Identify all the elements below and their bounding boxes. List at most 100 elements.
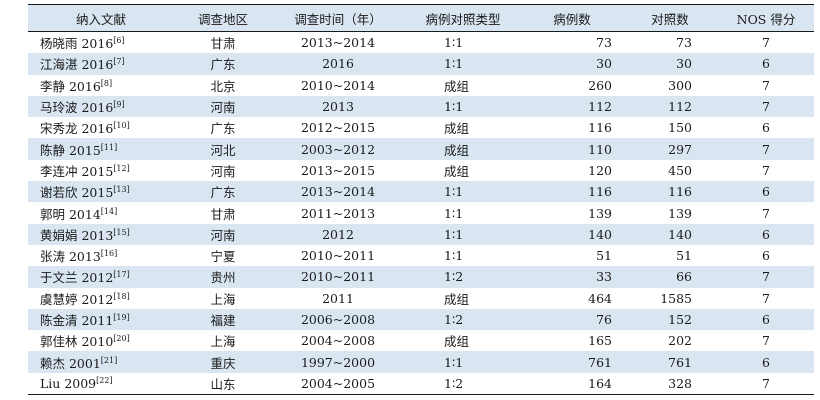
control-count-cell: 328: [622, 372, 718, 396]
survey-time-cell: 1997~2000: [300, 354, 376, 370]
case-count-cell: 110: [588, 141, 612, 157]
region-cell: 广东: [210, 121, 236, 137]
survey-time-cell: 2004~2008: [300, 333, 376, 349]
nos-score-cell: 6: [762, 184, 770, 200]
case-count-cell: 33: [596, 269, 612, 285]
reference-number: [8]: [100, 78, 113, 88]
nos-score-cell: 6: [762, 226, 770, 242]
nos-score-cell: 7: [762, 35, 770, 51]
author-year-cell: 于文兰 2012[17]: [28, 266, 174, 287]
survey-time-cell: 2004~2005: [272, 372, 404, 396]
table-row: 李连冲 2015[12] 河南 2013~2015 成组 120 450 7: [28, 160, 814, 181]
nos-score-cell: 7: [718, 372, 814, 396]
control-type-cell: 1∶2: [444, 269, 464, 285]
case-count-cell: 112: [588, 99, 612, 115]
nos-score-cell: 6: [762, 312, 770, 327]
region-cell: 上海: [210, 334, 236, 350]
control-type-cell: 1∶1: [444, 99, 464, 115]
control-count-cell: 150: [668, 120, 692, 136]
author-year-cell: 马玲波 2016[9]: [28, 96, 174, 117]
region-cell: 河南: [210, 100, 236, 116]
control-type-cell: 1∶1: [444, 35, 464, 51]
control-count-cell: 202: [668, 333, 692, 349]
survey-time-cell: 2011~2013: [300, 205, 376, 221]
case-count-cell: 116: [588, 184, 612, 200]
author-year-text: 郭明 2014: [40, 206, 101, 222]
reference-number: [17]: [113, 270, 130, 280]
case-count-cell: 260: [588, 77, 612, 93]
control-count-cell: 1585: [660, 290, 692, 306]
control-count-cell: 112: [668, 99, 692, 115]
control-count-cell: 139: [668, 205, 692, 221]
survey-time-cell: 2010~2011: [300, 269, 376, 285]
table-row: 李静 2016[8] 北京 2010~2014 成组 260 300 7: [28, 75, 814, 96]
region-cell: 广东: [210, 185, 236, 201]
nos-score-cell: 6: [762, 56, 770, 72]
region-cell: 北京: [210, 78, 236, 94]
region-cell: 宁夏: [210, 249, 236, 265]
control-type-cell: 成组: [444, 334, 470, 350]
region-cell: 山东: [174, 372, 272, 396]
survey-time-cell: 2012~2015: [300, 120, 376, 136]
control-type-cell: 成组: [444, 291, 470, 307]
case-count-cell: 761: [588, 354, 612, 370]
case-count-cell: 73: [596, 35, 612, 51]
author-year-cell: 虞慧婷 2012[18]: [28, 288, 174, 309]
author-year-cell: 杨晓雨 2016[6]: [28, 32, 174, 54]
author-year-cell: 江海湛 2016[7]: [28, 53, 174, 74]
survey-time-cell: 2003~2012: [300, 141, 376, 157]
study-characteristics-table-wrapper: 纳入文献 调查地区 调查时间（年） 病例对照类型 病例数 对照数 NOS 得分 …: [28, 4, 814, 396]
region-cell: 甘肃: [210, 36, 236, 52]
nos-score-cell: 7: [762, 162, 770, 178]
reference-number: [7]: [113, 57, 125, 67]
control-count-cell: 51: [676, 248, 692, 264]
author-year-text: 李连冲 2015: [40, 163, 114, 179]
control-type-cell: 1∶1: [444, 184, 464, 200]
control-type-cell: 1∶1: [444, 226, 464, 242]
table-row: 谢若欣 2015[13] 广东 2013~2014 1∶1 116 116 6: [28, 181, 814, 203]
header-nos: NOS 得分: [718, 4, 814, 32]
survey-time-cell: 2013~2014: [300, 35, 376, 51]
region-cell: 福建: [210, 313, 236, 328]
table-row: 马玲波 2016[9] 河南 2013 1∶1 112 112 7: [28, 95, 814, 118]
author-year-text: 郭佳林 2010: [40, 334, 114, 350]
author-year-cell: 黄娟娟 2013[15]: [28, 224, 174, 245]
control-count-cell: 73: [676, 35, 692, 51]
author-year-text: 黄娟娟 2013: [40, 227, 114, 243]
control-type-cell: 成组: [444, 121, 470, 137]
case-count-cell: 30: [596, 56, 612, 72]
author-year-cell: 李静 2016[8]: [28, 75, 174, 96]
reference-number: [18]: [113, 291, 130, 301]
nos-score-cell: 7: [762, 99, 770, 115]
table-row: 郭佳林 2010[20] 上海 2004~2008 成组 165 202 7: [28, 330, 814, 351]
table-row: 郭明 2014[14] 甘肃 2011~2013 1∶1 139 139 7: [28, 202, 814, 223]
case-count-cell: 51: [596, 248, 612, 264]
survey-time-cell: 2012: [322, 226, 354, 242]
author-year-cell: 张涛 2013[16]: [28, 245, 174, 266]
control-type-cell: 成组: [444, 142, 470, 158]
author-year-cell: Liu 2009[22]: [28, 372, 174, 396]
control-type-cell: 1∶1: [444, 248, 464, 264]
region-cell: 甘肃: [210, 206, 236, 222]
survey-time-cell: 2013~2015: [300, 162, 376, 178]
survey-time-cell: 2013: [322, 99, 354, 115]
author-year-text: 陈金清 2011: [40, 313, 114, 328]
nos-score-cell: 7: [762, 77, 770, 93]
control-type-cell: 1∶1: [444, 205, 464, 221]
case-count-cell: 116: [588, 120, 612, 136]
author-year-text: 江海湛 2016: [40, 57, 114, 73]
region-cell: 重庆: [210, 355, 236, 371]
table-row: 杨晓雨 2016[6] 甘肃 2013~2014 1∶1 73 73 7: [28, 32, 814, 54]
reference-number: [11]: [100, 142, 118, 152]
survey-time-cell: 2010~2011: [300, 248, 376, 264]
author-year-text: 张涛 2013: [40, 249, 101, 265]
reference-number: [16]: [100, 248, 118, 258]
control-count-cell: 116: [668, 184, 692, 200]
author-year-cell: 谢若欣 2015[13]: [28, 181, 174, 202]
reference-number: [6]: [113, 35, 125, 45]
author-year-text: 于文兰 2012: [40, 270, 114, 286]
survey-time-cell: 2016: [322, 56, 354, 72]
case-count-cell: 164: [522, 372, 622, 396]
control-type-cell: 1∶1: [444, 354, 464, 370]
author-year-cell: 李连冲 2015[12]: [28, 160, 174, 181]
